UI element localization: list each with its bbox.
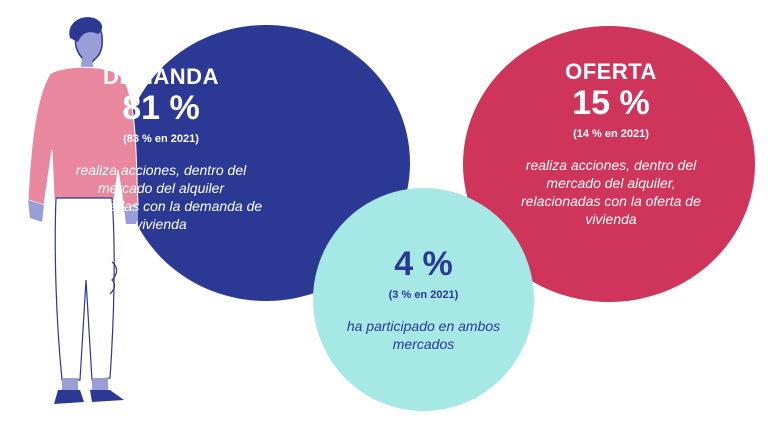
offer-percent: 15 % — [572, 84, 650, 122]
offer-previous-year: (14 % en 2021) — [573, 128, 649, 140]
demand-heading: DEMANDA — [103, 64, 219, 89]
both-markets-circle — [313, 188, 534, 411]
demand-previous-year: (83 % en 2021) — [123, 133, 199, 145]
offer-heading: OFERTA — [565, 59, 657, 84]
both-previous-year: (3 % en 2021) — [388, 289, 459, 301]
both-text-block: 4 % (3 % en 2021) ha participado en ambo… — [341, 245, 506, 353]
offer-description: realiza acciones, dentro del mercado del… — [521, 157, 701, 227]
both-description: ha participado en ambos mercados — [346, 318, 501, 352]
standing-person-illustration — [27, 17, 139, 404]
demand-description: realiza acciones, dentro del mercado del… — [59, 162, 263, 232]
offer-text-block: OFERTA 15 % (14 % en 2021) realiza accio… — [513, 60, 709, 228]
demand-text-block: DEMANDA 81 % (83 % en 2021) realiza acci… — [58, 65, 264, 233]
both-percent: 4 % — [394, 245, 453, 283]
demand-percent: 81 % — [122, 89, 200, 127]
